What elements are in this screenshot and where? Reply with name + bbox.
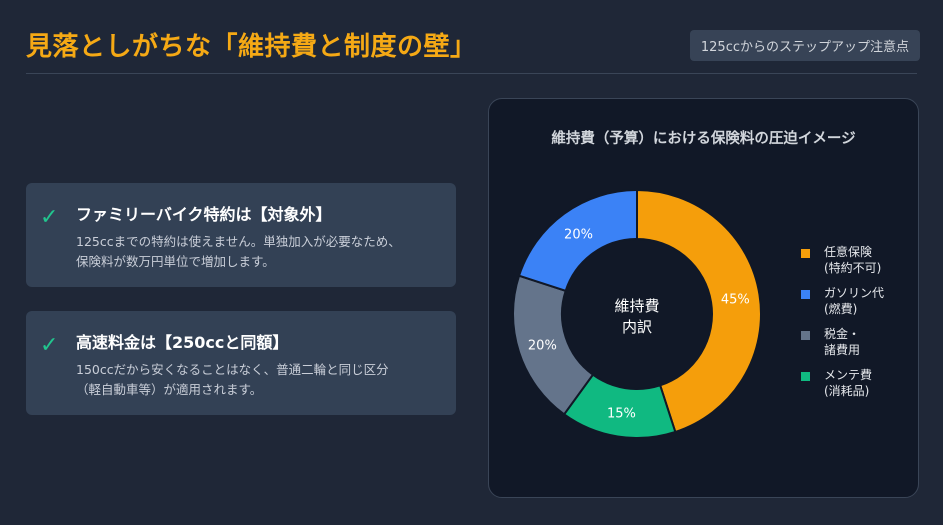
legend-label: ガソリン代 (燃費) [824, 285, 884, 317]
legend-item: 任意保険 (特約不可) [801, 244, 911, 276]
slice-value-label: 20% [564, 228, 593, 243]
center-label-line: 維持費 [614, 297, 660, 315]
card-body-line: 125ccまでの特約は使えません。単独加入が必要なため、 [76, 234, 401, 249]
card-body-line: （軽自動車等）が適用されます。 [76, 382, 263, 397]
card-body-line: 保険料が数万円単位で増加します。 [76, 254, 275, 269]
donut-slice [636, 188, 762, 434]
legend-label: 税金・ 諸費用 [824, 326, 860, 358]
card-title: 高速料金は【250ccと同額】 [76, 333, 289, 352]
slice-value-label: 15% [607, 406, 636, 421]
legend-swatch [801, 331, 810, 340]
legend-label-line: 諸費用 [824, 343, 861, 357]
legend-swatch [801, 249, 810, 258]
slice-value-label: 20% [528, 339, 557, 354]
legend-swatch [801, 372, 810, 381]
slice-value-label: 45% [721, 292, 750, 307]
legend-label-line: (消耗品) [824, 384, 870, 398]
center-label-line: 内訳 [621, 318, 652, 336]
legend-label: 任意保険 (特約不可) [824, 244, 881, 276]
chart-title: 維持費（予算）における保険料の圧迫イメージ [551, 131, 856, 147]
card-title: ファミリーバイク特約は【対象外】 [76, 205, 332, 224]
page-title: 見落としがちな「維持費と制度の壁」 [26, 32, 477, 62]
header-divider [26, 73, 917, 74]
legend-label-line: 任意保険 [824, 245, 873, 259]
legend-item: 税金・ 諸費用 [801, 326, 911, 358]
donut-chart: 45% 15% 20% 20% [512, 188, 762, 439]
legend-label-line: (特約不可) [824, 261, 882, 275]
card-body: 150ccだから安くなることはなく、普通二輪と同じ区分 （軽自動車等）が適用され… [76, 360, 436, 400]
check-icon: ✓ [40, 333, 59, 358]
legend-label-line: ガソリン代 [824, 286, 885, 300]
legend-label: メンテ費 (消耗品) [824, 367, 872, 399]
legend-swatch [801, 290, 810, 299]
chart-legend: 任意保険 (特約不可) ガソリン代 (燃費) 税金・諸費用メンテ費 (消耗品) [801, 244, 911, 408]
legend-item: ガソリン代 (燃費) [801, 285, 911, 317]
topic-badge: 125ccからのステップアップ注意点 [689, 30, 920, 61]
info-card-highway-toll: ✓ 高速料金は【250ccと同額】 150ccだから安くなることはなく、普通二輪… [26, 311, 456, 415]
chart-panel: 維持費（予算）における保険料の圧迫イメージ 45% 15% 20% 20% 維持費 内… [488, 98, 919, 498]
card-body-line: 150ccだから安くなることはなく、普通二輪と同じ区分 [76, 362, 389, 377]
donut-center-label: 維持費 内訳 [587, 296, 687, 338]
donut-slice [517, 188, 638, 293]
check-icon: ✓ [40, 205, 59, 230]
legend-item: メンテ費 (消耗品) [801, 367, 911, 399]
info-card-family-bike: ✓ ファミリーバイク特約は【対象外】 125ccまでの特約は使えません。単独加入… [26, 183, 456, 287]
legend-label-line: (燃費) [824, 302, 858, 316]
card-body: 125ccまでの特約は使えません。単独加入が必要なため、 保険料が数万円単位で増… [76, 232, 436, 272]
legend-label-line: 税金・ [824, 327, 861, 341]
legend-label-line: メンテ費 [824, 368, 873, 382]
